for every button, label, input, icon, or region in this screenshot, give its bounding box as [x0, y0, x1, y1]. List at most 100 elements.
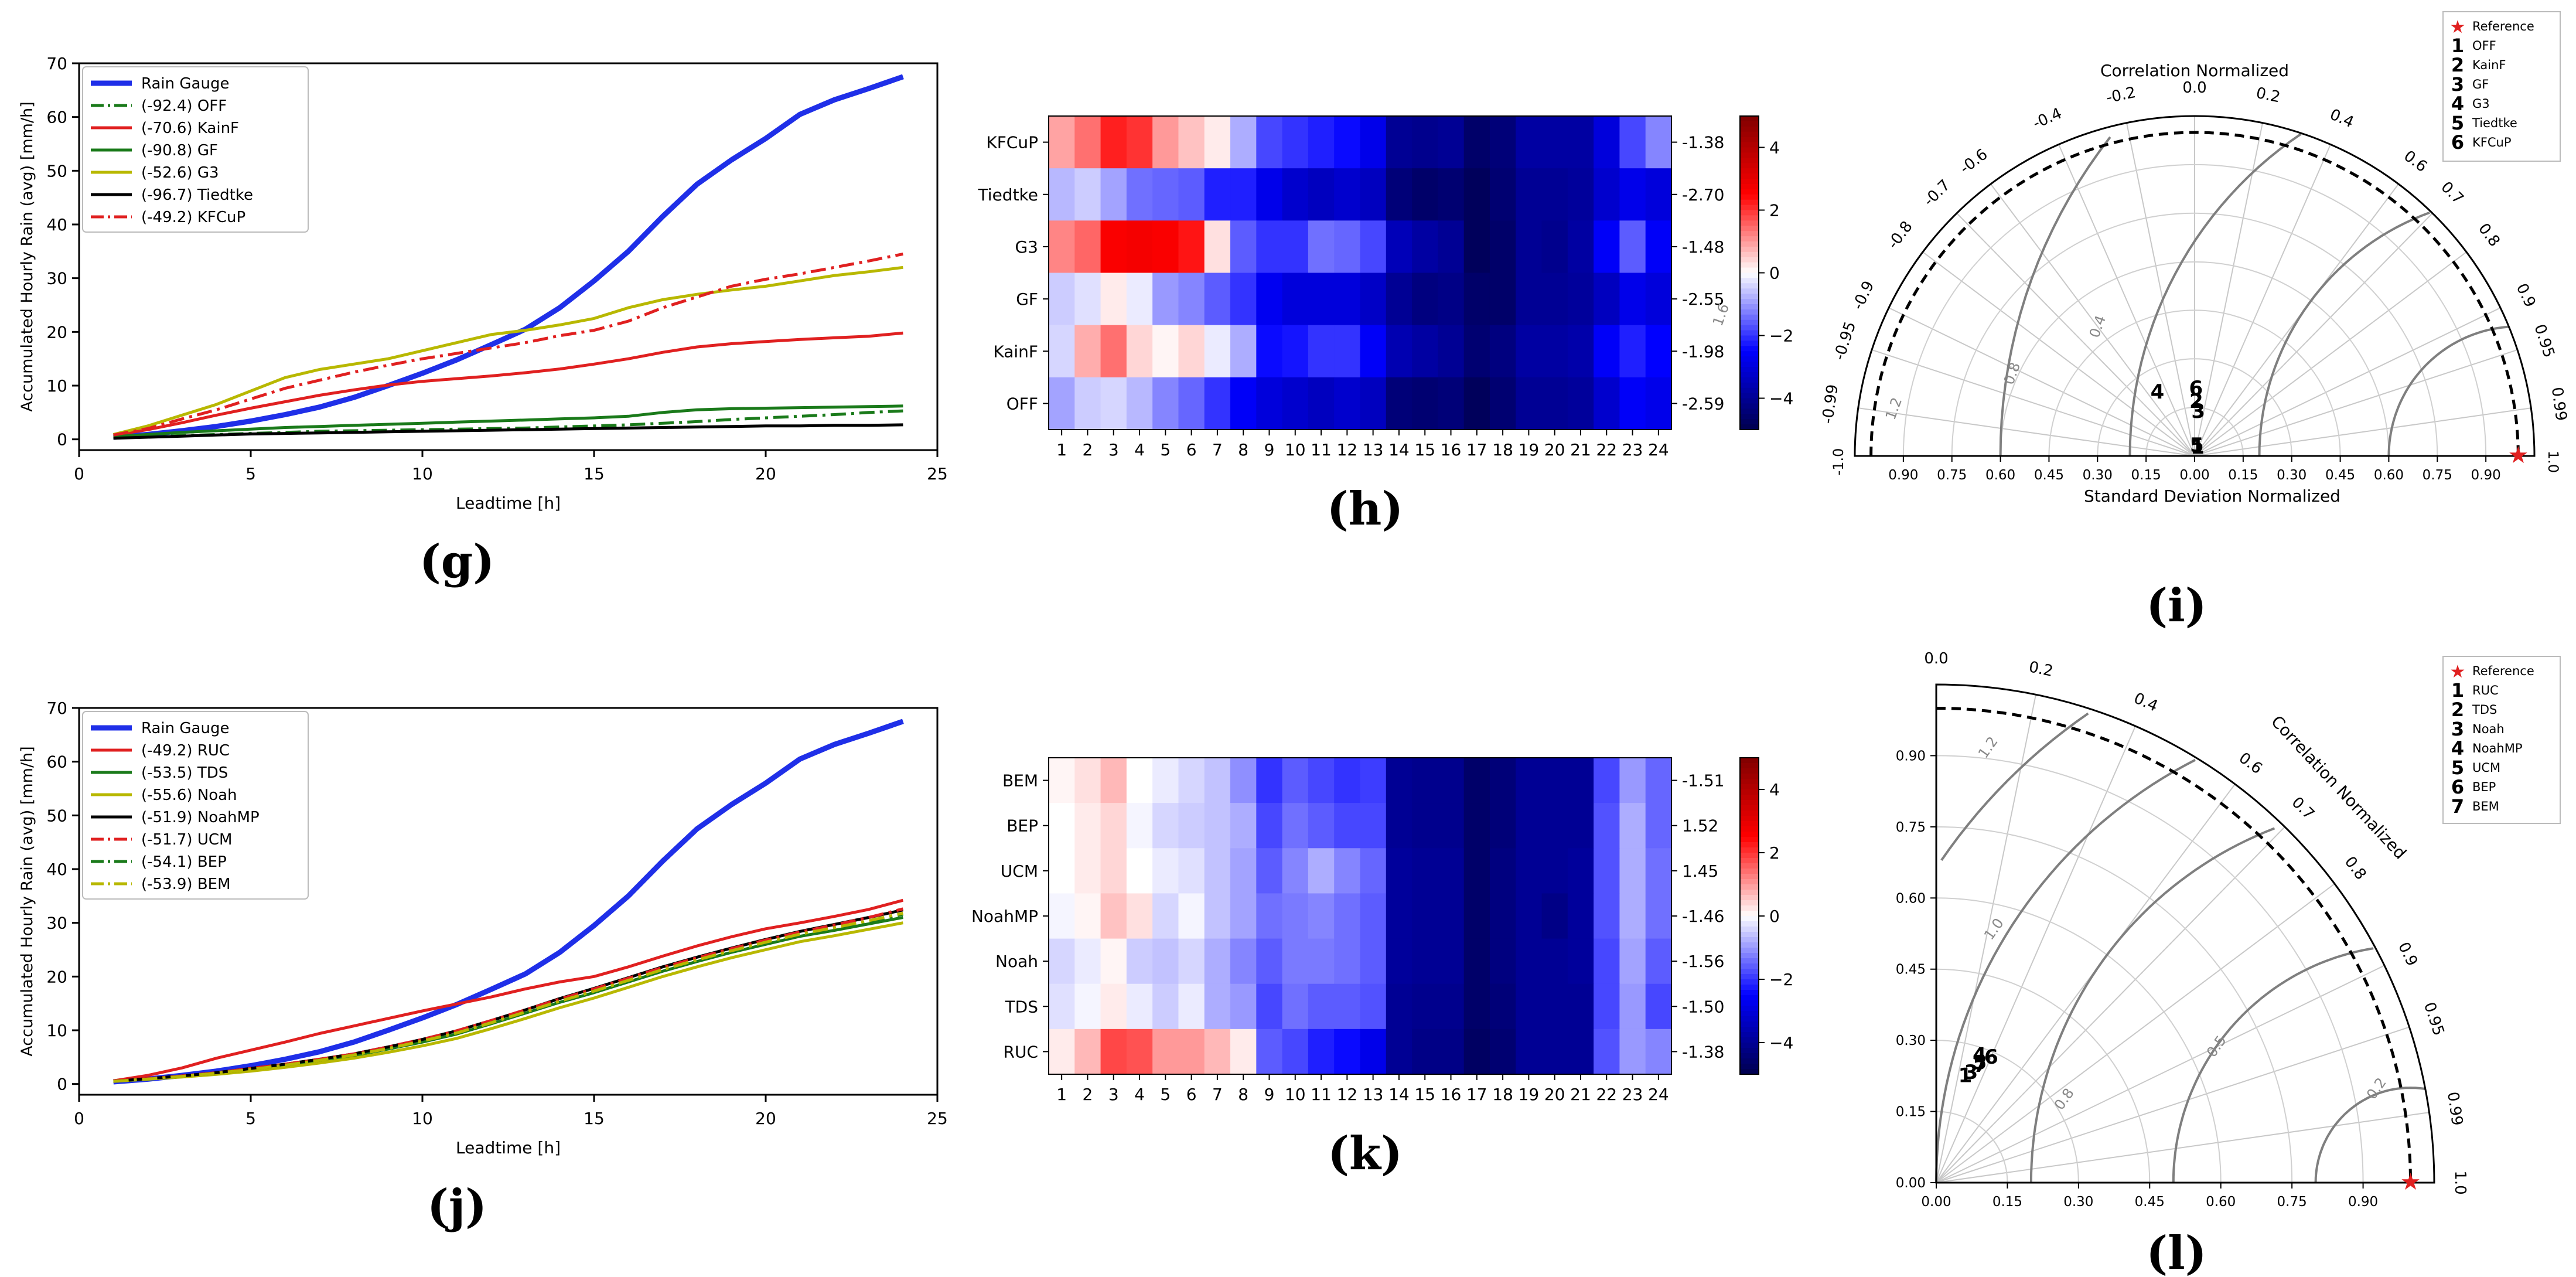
heatmap-cell	[1567, 758, 1594, 803]
corr-label: -0.4	[2031, 105, 2065, 133]
heatmap-cell	[1463, 168, 1490, 221]
corr-label: 1.0	[2451, 1170, 2469, 1194]
colorbar-segment	[1740, 142, 1759, 148]
taylor-boundary	[1854, 115, 2536, 457]
legend-marker-0: ★	[2450, 662, 2466, 682]
heatmap-cell	[1645, 1029, 1672, 1075]
heatmap-cell	[1100, 377, 1127, 430]
heatmap-cell	[1360, 168, 1387, 221]
heatmap-cell	[1594, 893, 1620, 939]
heatmap-cell	[1074, 116, 1101, 169]
y-tick-label: 40	[46, 860, 67, 879]
heatmap-cell	[1386, 325, 1412, 378]
corr-label: -0.7	[1920, 176, 1954, 210]
heatmap-cell	[1360, 983, 1387, 1030]
heatmap-cell	[1541, 377, 1568, 430]
heatmap-cell	[1463, 938, 1490, 985]
col-label: 24	[1648, 1085, 1669, 1104]
row-mean-label: 1.52	[1682, 816, 1718, 836]
legend-label-5: (-51.7) UCM	[141, 831, 232, 849]
legend-box	[82, 66, 309, 233]
heatmap-cell	[1516, 1029, 1543, 1075]
legend-marker-7: 7	[2451, 795, 2464, 818]
legend-box	[82, 711, 309, 900]
heatmap-cell	[1645, 983, 1672, 1030]
std-tick-label: 0.15	[2228, 468, 2258, 483]
colorbar-segment	[1740, 890, 1759, 895]
heatmap-cell	[1594, 758, 1620, 803]
heatmap-cell	[1463, 377, 1490, 430]
colorbar-segment	[1740, 205, 1759, 211]
model-point-5: 5	[1973, 1051, 1987, 1074]
col-label: 24	[1648, 440, 1669, 459]
heatmap-cell	[1049, 273, 1075, 326]
corr-gridline	[1956, 213, 2195, 457]
corr-gridline	[2194, 349, 2518, 457]
x-tick-label: 5	[245, 1109, 256, 1128]
model-point-1: 1	[2191, 435, 2205, 459]
colorbar-segment	[1740, 990, 1759, 996]
heatmap-cell	[1334, 1029, 1361, 1075]
legend-marker-6: 6	[2451, 776, 2464, 798]
col-label: 17	[1466, 440, 1487, 459]
heatmap-cell	[1152, 758, 1179, 803]
corr-label: 0.6	[2236, 749, 2265, 778]
heatmap-cell	[1489, 325, 1516, 378]
heatmap-cell	[1256, 848, 1283, 894]
taylor-title: Correlation Normalized	[2267, 711, 2410, 863]
heatmap-cell	[1049, 938, 1075, 985]
heatmap-cell	[1489, 803, 1516, 849]
y-tick-label: 50	[46, 161, 67, 181]
col-label: 21	[1570, 440, 1591, 459]
legend-marker-0: ★	[2450, 17, 2466, 38]
colorbar-segment	[1740, 937, 1759, 943]
legend-label-0: Rain Gauge	[141, 75, 229, 93]
model-point-6: 6	[2189, 377, 2203, 400]
heatmap-cell	[1204, 893, 1231, 939]
heatmap-cell	[1594, 938, 1620, 985]
heatmap-cell	[1541, 325, 1568, 378]
col-label: 9	[1264, 1085, 1275, 1104]
colorbar-segment	[1740, 1016, 1759, 1022]
col-label: 6	[1186, 1085, 1197, 1104]
corr-gridline	[2194, 307, 2501, 457]
heatmap-cell	[1049, 983, 1075, 1030]
heatmap-cell	[1074, 273, 1101, 326]
colorbar-segment	[1740, 335, 1759, 342]
colorbar-segment	[1740, 879, 1759, 885]
heatmap-cell	[1126, 168, 1153, 221]
row-label: BEM	[1002, 771, 1038, 791]
heatmap-cell	[1541, 938, 1568, 985]
row-label: OFF	[1006, 394, 1038, 413]
heatmap-cell	[1152, 803, 1179, 849]
heatmap-cell	[1178, 803, 1205, 849]
heatmap-cell	[1412, 893, 1438, 939]
legend-label-7: (-53.9) BEM	[141, 876, 231, 893]
heatmap-cell	[1334, 168, 1361, 221]
heatmap-cell	[1049, 116, 1075, 169]
std-tick-label: 0.90	[1888, 468, 1918, 483]
heatmap-cell	[1516, 377, 1543, 430]
col-label: 12	[1337, 440, 1358, 459]
colorbar-segment	[1740, 884, 1759, 890]
heatmap-cell	[1204, 758, 1231, 803]
colorbar-segment	[1740, 262, 1759, 268]
colorbar-segment	[1740, 126, 1759, 132]
colorbar-tick-label: 0	[1769, 264, 1780, 283]
row-mean-label: -1.50	[1682, 997, 1724, 1016]
rms-arc	[2387, 325, 2510, 457]
heatmap-cell	[1126, 893, 1153, 939]
heatmap-cell	[1516, 168, 1543, 221]
colorbar-segment	[1740, 1058, 1759, 1064]
heatmap-cell	[1516, 273, 1543, 326]
colorbar-segment	[1740, 267, 1759, 274]
heatmap-cell	[1489, 983, 1516, 1030]
heatmap-cell	[1100, 220, 1127, 274]
model-point-4: 4	[2151, 380, 2165, 404]
heatmap-cell	[1619, 983, 1646, 1030]
rms-arc	[1935, 758, 2196, 1183]
heatmap-cell	[1386, 758, 1412, 803]
colorbar-segment	[1740, 816, 1759, 822]
taylor-diagram-l: 0.0 0.20.40.60.70.80.90.950.991.00.20.50.…	[1896, 650, 2561, 1210]
heatmap-cell	[1386, 377, 1412, 430]
